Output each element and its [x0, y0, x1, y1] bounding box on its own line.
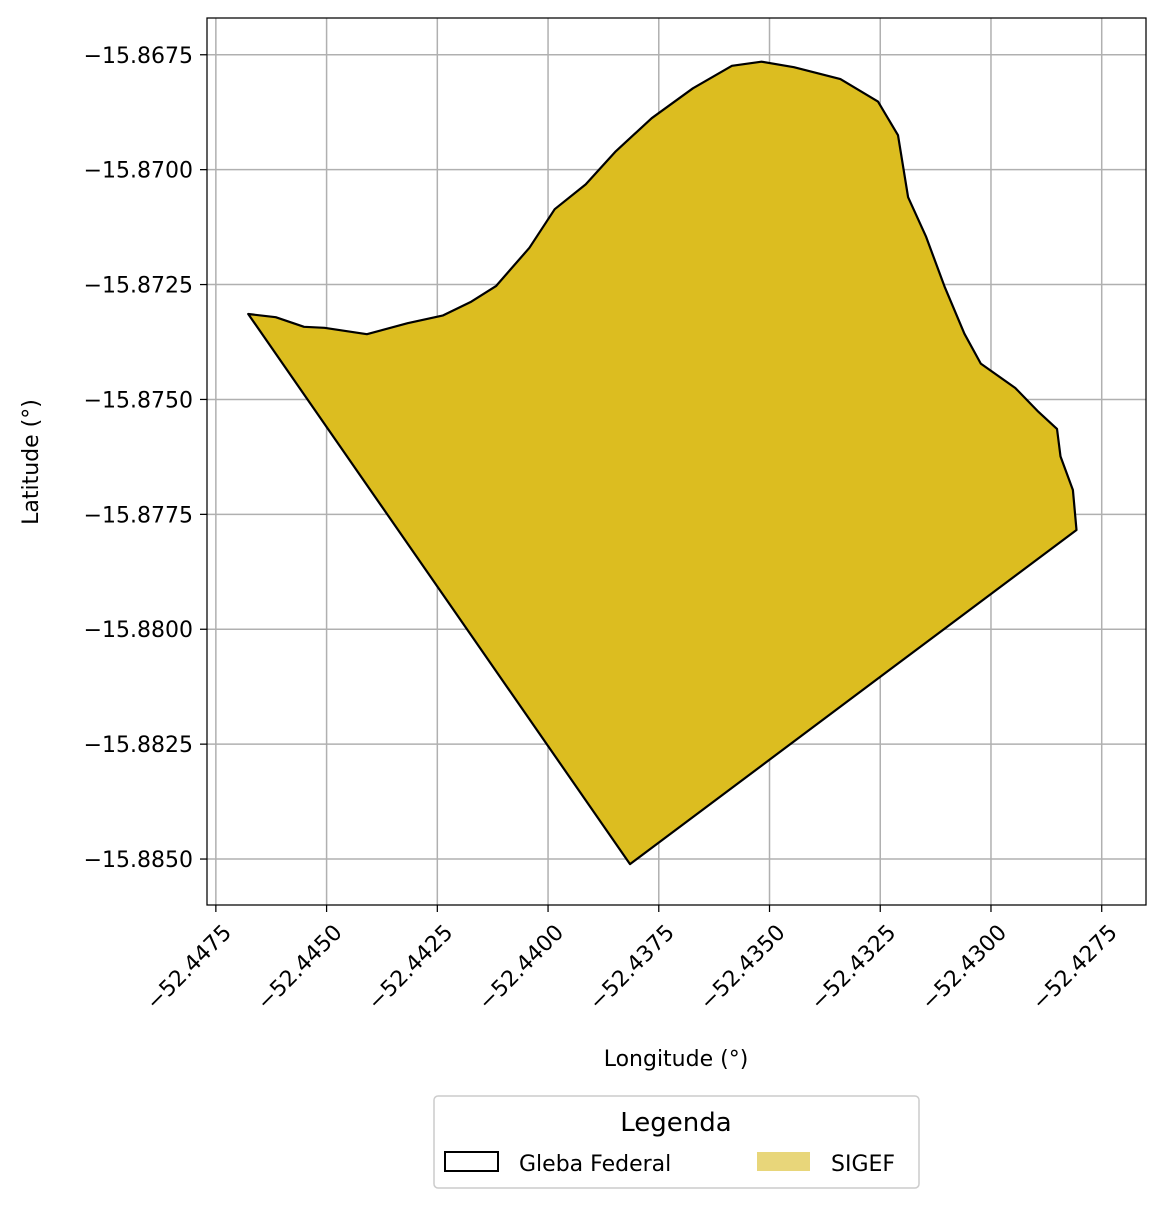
polygon-layer [247, 60, 1078, 866]
y-axis-ticks: −15.8675 −15.8700 −15.8725 −15.8750 −15.8775… [84, 44, 207, 873]
legend: Legenda Gleba Federal SIGEF [433, 1095, 920, 1189]
axes-frame [206, 17, 1147, 906]
y-tick-label: −15.8850 [84, 848, 193, 873]
y-tick-label: −15.8775 [84, 503, 193, 528]
y-tick-label: −15.8700 [84, 159, 193, 184]
y-tick-label: −15.8825 [84, 733, 193, 758]
y-axis-label: Latitude (°) [19, 399, 44, 525]
y-tick-label: −15.8675 [84, 44, 193, 69]
y-tick-label: −15.8800 [84, 618, 193, 643]
legend-swatch-sigef [757, 1152, 810, 1171]
legend-title: Legenda [620, 1108, 731, 1138]
legend-swatch-gleba-federal [444, 1151, 499, 1172]
y-tick-label: −15.8725 [84, 274, 193, 299]
legend-label-sigef: SIGEF [831, 1152, 895, 1177]
y-tick-label: −15.8750 [84, 388, 193, 413]
gleba-federal-polygon [247, 60, 1078, 866]
legend-label-gleba-federal: Gleba Federal [519, 1152, 671, 1177]
x-axis-label: Longitude (°) [604, 1047, 749, 1072]
